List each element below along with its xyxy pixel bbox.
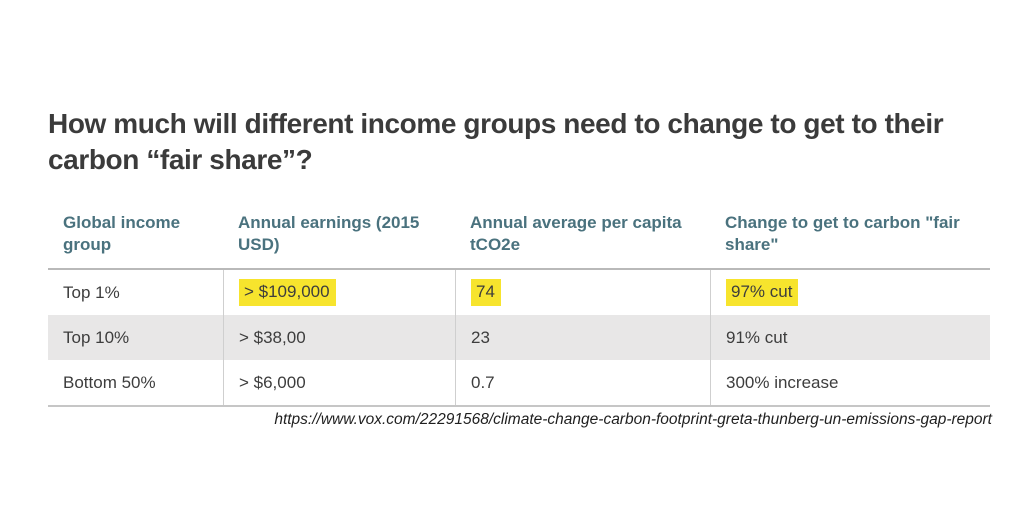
table-header-row: Global income group Annual earnings (201… bbox=[48, 203, 990, 270]
header-cell-annual-earnings: Annual earnings (2015 USD) bbox=[238, 213, 420, 254]
source-url: https://www.vox.com/22291568/climate-cha… bbox=[274, 411, 992, 428]
table-body: Top 1% > $109,000 74 97% cut Top 10% > $… bbox=[48, 270, 990, 407]
highlighted-value: > $109,000 bbox=[239, 279, 336, 306]
table-cell: Bottom 50% bbox=[63, 372, 156, 392]
table-cell: > $6,000 bbox=[223, 360, 455, 405]
table-cell: > $38,00 bbox=[223, 315, 455, 360]
table-cell: > $109,000 bbox=[223, 270, 455, 315]
table-row-top-10-percent: Top 10% > $38,00 23 91% cut bbox=[48, 315, 990, 360]
table-cell: 97% cut bbox=[710, 270, 990, 315]
table-cell: 0.7 bbox=[455, 360, 710, 405]
table-cell: Top 10% bbox=[63, 327, 130, 347]
highlighted-value: 97% cut bbox=[726, 279, 799, 306]
page-title: How much will different income groups ne… bbox=[48, 108, 944, 175]
table-cell: 91% cut bbox=[710, 315, 990, 360]
table-cell: 23 bbox=[455, 315, 710, 360]
table-cell: Top 1% bbox=[63, 282, 120, 302]
income-carbon-table: Global income group Annual earnings (201… bbox=[48, 203, 990, 407]
header-cell-global-income-group: Global income group bbox=[63, 213, 181, 254]
highlighted-value: 74 bbox=[471, 279, 501, 306]
table-row-top-1-percent: Top 1% > $109,000 74 97% cut bbox=[48, 270, 990, 315]
header-cell-per-capita-tco2e: Annual average per capita tCO2e bbox=[470, 213, 682, 254]
header-cell-change-fair-share: Change to get to carbon "fair share" bbox=[725, 213, 960, 254]
table-cell: 74 bbox=[455, 270, 710, 315]
table-row-bottom-50-percent: Bottom 50% > $6,000 0.7 300% increase bbox=[48, 360, 990, 405]
table-cell: 300% increase bbox=[710, 360, 990, 405]
